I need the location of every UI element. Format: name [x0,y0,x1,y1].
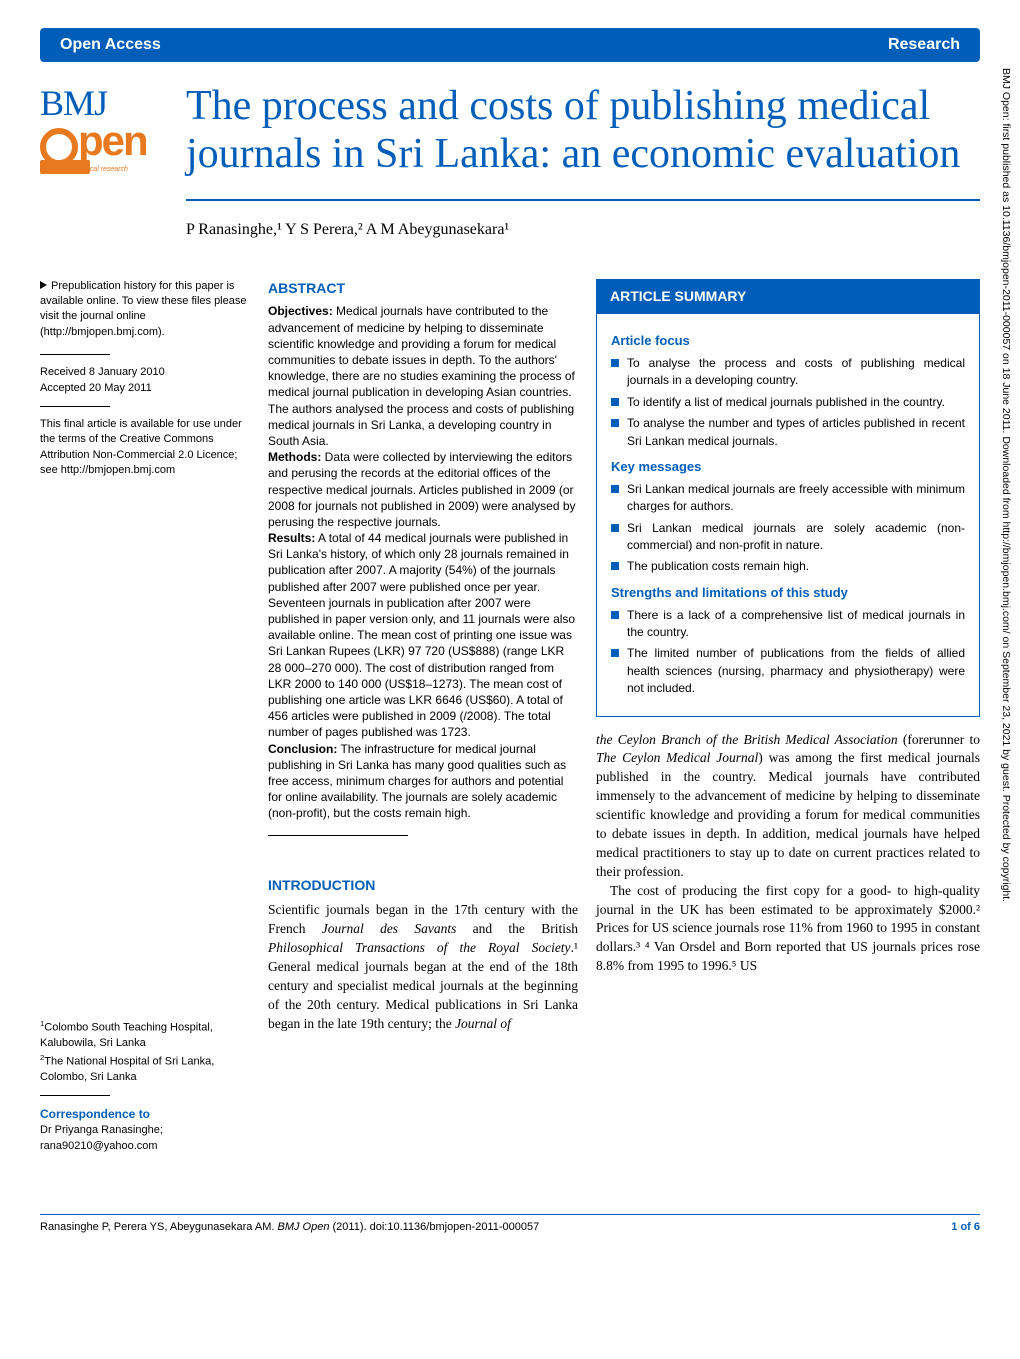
intro-col1-text: Scientific journals began in the 17th ce… [268,901,578,1033]
logo-open-text: pen [78,124,147,158]
conclusion-label: Conclusion: [268,742,337,756]
intro-col2-text: the Ceylon Branch of the British Medical… [596,731,980,977]
square-bullet-icon [611,562,619,570]
received-date: Received 8 January 2010 [40,365,250,380]
list-item: To analyse the number and types of artic… [611,415,965,450]
strength-item-text: There is a lack of a comprehensive list … [627,607,965,642]
affiliation-2: 2The National Hospital of Sri Lanka, Col… [40,1053,250,1085]
affiliation-1: 1Colombo South Teaching Hospital, Kalubo… [40,1019,250,1051]
results-text: A total of 44 medical journals were publ… [268,531,575,739]
results-label: Results: [268,531,315,545]
title-rule [186,199,980,201]
list-item: The limited number of publications from … [611,645,965,697]
strength-item-text: The limited number of publications from … [627,645,965,697]
keymsg-item-text: Sri Lankan medical journals are solely a… [627,520,965,555]
square-bullet-icon [611,485,619,493]
sidebar-rule [40,406,110,407]
focus-item-text: To analyse the number and types of artic… [627,415,965,450]
list-item: Sri Lankan medical journals are freely a… [611,481,965,516]
summary-box-body: Article focus To analyse the process and… [596,314,980,716]
prepub-text: Prepublication history for this paper is… [40,280,246,338]
focus-item-text: To analyse the process and costs of publ… [627,355,965,390]
square-bullet-icon [611,359,619,367]
licence-note: This final article is available for use … [40,417,250,479]
square-bullet-icon [611,611,619,619]
affil-text: Colombo South Teaching Hospital, Kalubow… [40,1021,213,1048]
journal-header-bar: Open Access Research [40,28,980,62]
abstract-methods: Methods: Data were collected by intervie… [268,449,578,530]
abstract-results: Results: A total of 44 medical journals … [268,530,578,740]
list-item: Sri Lankan medical journals are solely a… [611,520,965,555]
affil-text: The National Hospital of Sri Lanka, Colo… [40,1056,214,1083]
journal-logo: BMJ pen accessible medical research [40,82,170,269]
key-messages-title: Key messages [611,458,965,477]
abstract-objectives: Objectives: Medical journals have contri… [268,303,578,449]
header-left: Open Access [60,36,161,54]
objectives-label: Objectives: [268,304,333,318]
page-number: 1 of 6 [951,1221,980,1233]
abstract-end-rule [268,835,408,836]
article-focus-list: To analyse the process and costs of publ… [611,355,965,450]
article-authors: P Ranasinghe,¹ Y S Perera,² A M Abeyguna… [186,221,980,239]
page-footer: Ranasinghe P, Perera YS, Abeygunasekara … [40,1214,980,1233]
right-column: ARTICLE SUMMARY Article focus To analyse… [596,279,980,1154]
sidebar-rule [40,354,110,355]
objectives-text: Medical journals have contributed to the… [268,304,575,448]
triangle-icon [40,281,47,289]
abstract-conclusion: Conclusion: The infrastructure for medic… [268,741,578,822]
correspondence-email: rana90210@yahoo.com [40,1139,250,1154]
focus-item-text: To identify a list of medical journals p… [627,394,945,411]
header-right: Research [888,36,960,54]
square-bullet-icon [611,524,619,532]
list-item: To analyse the process and costs of publ… [611,355,965,390]
sidebar-rule [40,1095,110,1096]
article-focus-title: Article focus [611,332,965,351]
sidebar-column: Prepublication history for this paper is… [40,279,250,1154]
footer-citation: Ranasinghe P, Perera YS, Abeygunasekara … [40,1221,539,1233]
list-item: To identify a list of medical journals p… [611,394,965,411]
keymsg-item-text: The publication costs remain high. [627,558,809,575]
strengths-limitations-list: There is a lack of a comprehensive list … [611,607,965,698]
list-item: There is a lack of a comprehensive list … [611,607,965,642]
side-watermark: BMJ Open: first published as 10.1136/bmj… [992,68,1012,1348]
square-bullet-icon [611,398,619,406]
correspondence-name: Dr Priyanga Ranasinghe; [40,1123,250,1138]
keymsg-item-text: Sri Lankan medical journals are freely a… [627,481,965,516]
abstract-heading: ABSTRACT [268,279,578,298]
square-bullet-icon [611,649,619,657]
abstract-column: ABSTRACT Objectives: Medical journals ha… [268,279,578,1154]
logo-open-icon [40,128,78,166]
strengths-limitations-title: Strengths and limitations of this study [611,584,965,603]
accepted-date: Accepted 20 May 2011 [40,381,250,396]
correspondence-label: Correspondence to [40,1106,250,1123]
methods-label: Methods: [268,450,321,464]
citation-journal: BMJ Open [277,1221,329,1233]
summary-box-header: ARTICLE SUMMARY [596,279,980,315]
citation-authors: Ranasinghe P, Perera YS, Abeygunasekara … [40,1221,277,1233]
prepub-note: Prepublication history for this paper is… [40,279,250,341]
square-bullet-icon [611,419,619,427]
key-messages-list: Sri Lankan medical journals are freely a… [611,481,965,576]
introduction-heading: INTRODUCTION [268,876,578,895]
list-item: The publication costs remain high. [611,558,965,575]
citation-rest: (2011). doi:10.1136/bmjopen-2011-000057 [329,1221,539,1233]
article-title: The process and costs of publishing medi… [186,82,980,179]
